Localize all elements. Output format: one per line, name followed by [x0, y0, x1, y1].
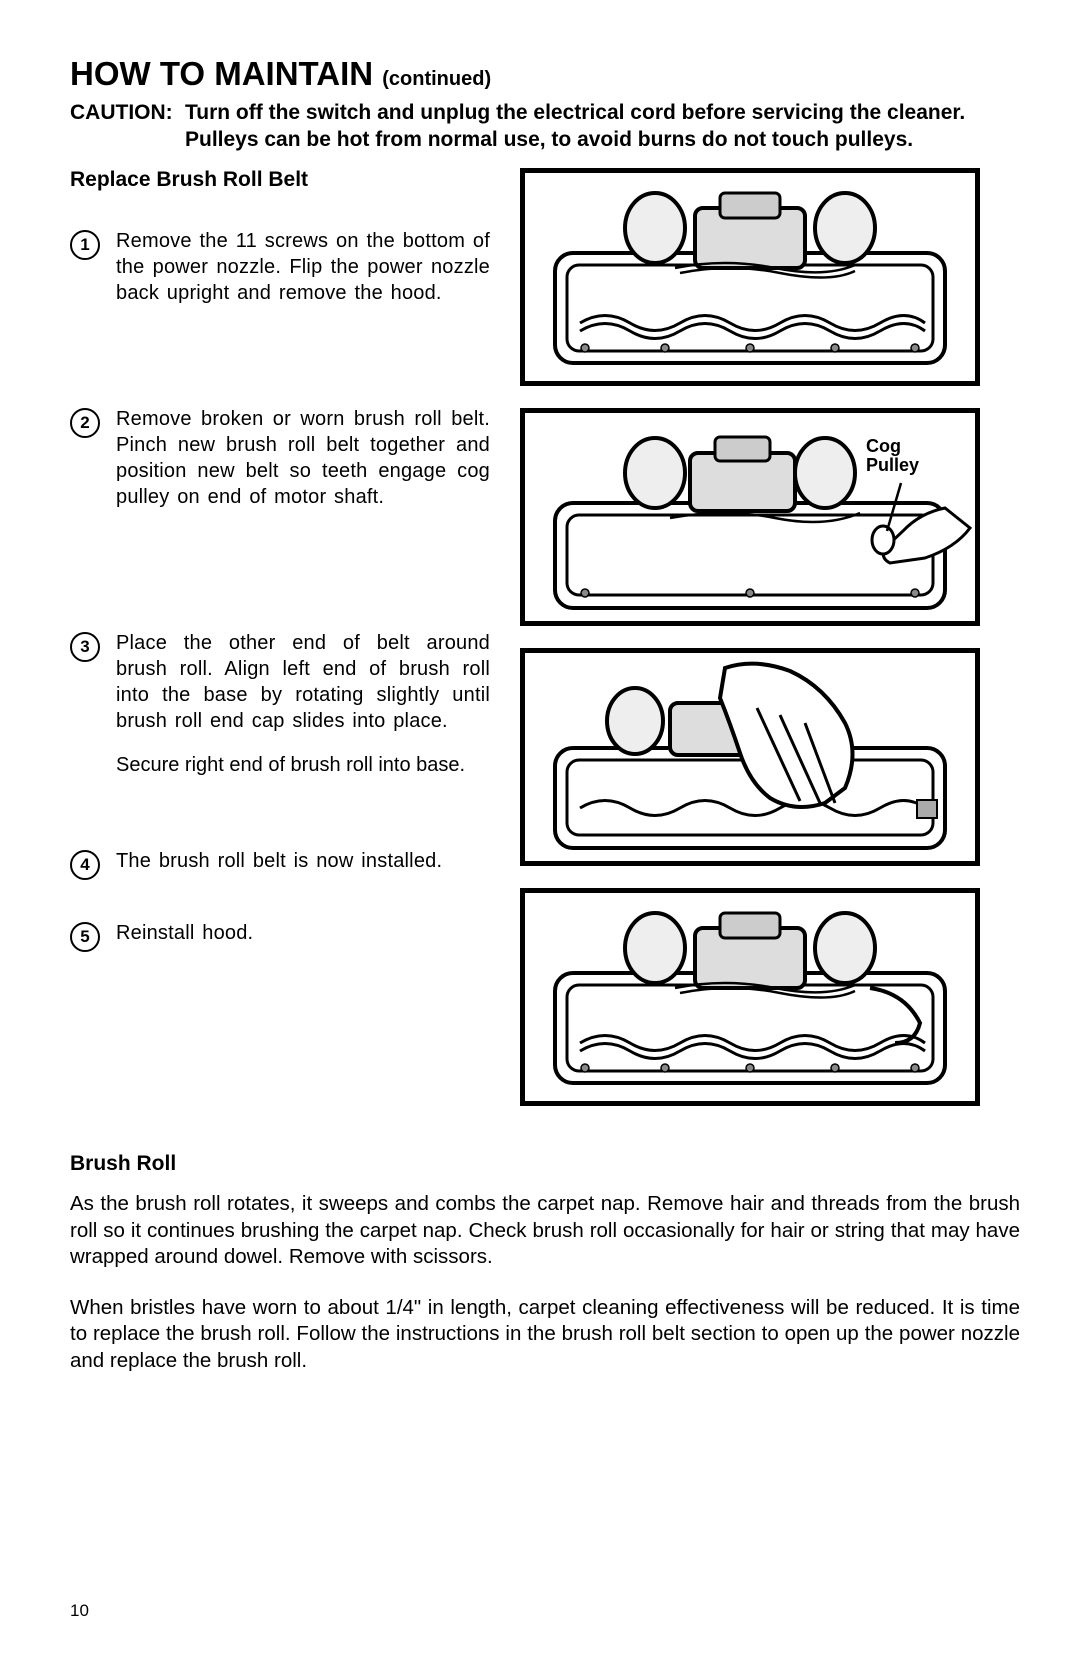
steps-column: Replace Brush Roll Belt 1 Remove the 11 … — [70, 168, 490, 1128]
nozzle-assembled-illustration-icon — [525, 893, 975, 1101]
subheading-belt: Replace Brush Roll Belt — [70, 168, 490, 192]
figure-step-1 — [520, 168, 980, 386]
caution-block: CAUTION: Turn off the switch and unplug … — [70, 99, 1020, 154]
brush-paragraph-2: When bristles have worn to about 1/4" in… — [70, 1295, 1020, 1375]
figure-step-3 — [520, 648, 980, 866]
page-number: 10 — [70, 1601, 89, 1621]
step-5: 5 Reinstall hood. — [70, 920, 490, 952]
step-number: 2 — [70, 408, 100, 438]
step-text: Reinstall hood. — [116, 920, 490, 946]
step-3-secondary: Secure right end of brush roll into base… — [70, 752, 490, 778]
title-continued: (continued) — [382, 68, 491, 90]
subheading-brush: Brush Roll — [70, 1150, 1020, 1177]
cog-label-line1: Cog — [866, 436, 901, 456]
figures-column: Cog Pulley — [520, 168, 1020, 1128]
figure-step-2: Cog Pulley — [520, 408, 980, 626]
step-text: Place the other end of belt around brush… — [116, 630, 490, 734]
nozzle-hand-illustration-icon — [525, 653, 975, 861]
cog-pulley-label: Cog Pulley — [866, 437, 919, 477]
page-title: HOW TO MAINTAIN (continued) — [70, 55, 1020, 93]
figure-step-4 — [520, 888, 980, 1106]
step-text: The brush roll belt is now installed. — [116, 848, 490, 874]
step-number: 3 — [70, 632, 100, 662]
nozzle-illustration-icon — [525, 173, 975, 381]
step-number: 1 — [70, 230, 100, 260]
brush-paragraph-1: As the brush roll rotates, it sweeps and… — [70, 1191, 1020, 1271]
step-3: 3 Place the other end of belt around bru… — [70, 630, 490, 734]
step-text: Remove the 11 screws on the bottom of th… — [116, 228, 490, 306]
step-2: 2 Remove broken or worn brush roll belt.… — [70, 406, 490, 510]
step-text: Remove broken or worn brush roll belt. P… — [116, 406, 490, 510]
step-number: 5 — [70, 922, 100, 952]
title-main: HOW TO MAINTAIN — [70, 55, 373, 92]
caution-label: CAUTION: — [70, 99, 185, 154]
brush-roll-section: Brush Roll As the brush roll rotates, it… — [70, 1150, 1020, 1375]
step-number: 4 — [70, 850, 100, 880]
step-4: 4 The brush roll belt is now installed. — [70, 848, 490, 880]
step-1: 1 Remove the 11 screws on the bottom of … — [70, 228, 490, 306]
cog-label-line2: Pulley — [866, 455, 919, 475]
caution-body: Turn off the switch and unplug the elect… — [185, 99, 1020, 154]
